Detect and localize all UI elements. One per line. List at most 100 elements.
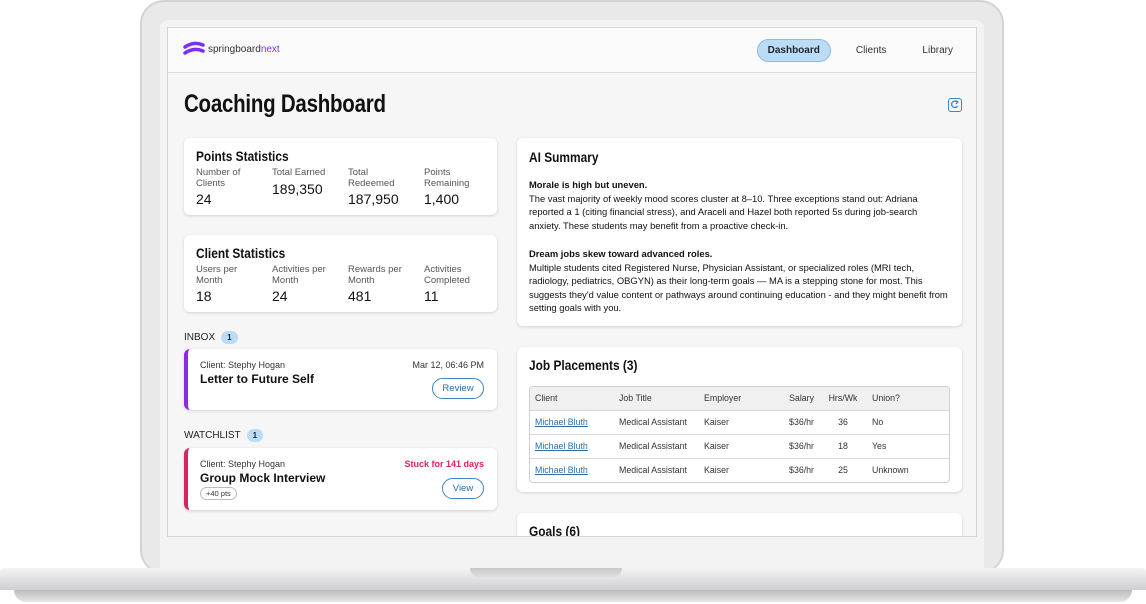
review-button[interactable]: Review bbox=[432, 378, 484, 399]
refresh-button[interactable] bbox=[948, 98, 962, 112]
stat: Rewards per Month 481 bbox=[348, 264, 424, 304]
stat: Total Redeemed 187,950 bbox=[348, 167, 424, 207]
table-cell: $36/hr bbox=[769, 457, 819, 482]
nav-item[interactable]: Dashboard bbox=[756, 39, 831, 62]
table-row: Michael Bluth Medical Assistant Kaiser $36/… bbox=[530, 409, 949, 434]
laptop-base-bottom bbox=[14, 590, 1132, 602]
stat-value: 24 bbox=[272, 288, 288, 304]
logo[interactable]: springboard next bbox=[183, 41, 280, 57]
stat-label: Total Earned bbox=[272, 167, 326, 178]
stat-label: Points Remaining bbox=[424, 167, 470, 189]
column-header: Hrs/Wk bbox=[819, 387, 867, 410]
logo-suffix: next bbox=[260, 43, 280, 55]
table-cell: Michael Bluth bbox=[530, 457, 614, 482]
table-cell: 18 bbox=[819, 433, 867, 458]
count: 1 bbox=[221, 331, 238, 344]
label: WATCHLIST bbox=[184, 430, 241, 441]
stat-label: Activities per Month bbox=[272, 264, 326, 286]
table-cell: Kaiser bbox=[699, 433, 769, 458]
stat-value: 11 bbox=[424, 288, 439, 304]
stat-label: Total Redeemed bbox=[348, 167, 395, 189]
job-placements-card: Job Placements (3) Client Job Title Employ… bbox=[517, 347, 962, 492]
points-badge: +40 pts bbox=[200, 487, 237, 500]
top-bar: springboard next Dashboard Clients Library bbox=[168, 28, 976, 73]
watchlist-item[interactable]: Client: Stephy Hogan Group Mock Intervie… bbox=[184, 448, 497, 510]
table-cell: Kaiser bbox=[699, 457, 769, 482]
laptop-base bbox=[0, 568, 1146, 590]
stat-value: 187,950 bbox=[348, 191, 399, 207]
job-table: Client Job Title Employer Salary Hrs/Wk Union… bbox=[529, 386, 950, 483]
table-cell: Medical Assistant bbox=[614, 433, 699, 458]
stat-value: 189,350 bbox=[272, 180, 323, 197]
stat: Total Earned 189,350 bbox=[272, 167, 348, 207]
stat-label: Rewards per Month bbox=[348, 264, 402, 286]
item-date: Mar 12, 06:46 PM bbox=[412, 360, 484, 370]
table-cell: $36/hr bbox=[769, 409, 819, 434]
table-row: Michael Bluth Medical Assistant Kaiser $36/… bbox=[530, 433, 949, 458]
stat: Points Remaining 1,400 bbox=[424, 167, 500, 207]
card-title: Job Placements (3) bbox=[529, 357, 638, 373]
count: 1 bbox=[246, 429, 264, 442]
stat-value: 1,400 bbox=[424, 191, 460, 207]
item-title: Group Mock Interview bbox=[200, 471, 326, 485]
table-cell: $36/hr bbox=[769, 433, 819, 458]
ai-summary-card: AI Summary Morale is high but uneven. The… bbox=[517, 138, 962, 326]
view-button[interactable]: View bbox=[442, 478, 484, 499]
stats: Users per Month 18 Activities per Month 24 R… bbox=[196, 264, 500, 304]
inbox-item[interactable]: Client: Stephy Hogan Letter to Future Se… bbox=[184, 349, 497, 410]
section-heading: Morale is high but uneven. bbox=[529, 179, 648, 190]
column-header: Job Title bbox=[614, 387, 699, 410]
table-cell: Yes bbox=[867, 433, 949, 458]
stat-value: 24 bbox=[196, 191, 212, 207]
stat-label: Activities Completed bbox=[424, 264, 470, 286]
stat: Activities per Month 24 bbox=[272, 264, 348, 304]
item-client: Client: Stephy Hogan bbox=[200, 459, 286, 469]
table-cell: Michael Bluth bbox=[530, 409, 614, 434]
nav-item[interactable]: Clients bbox=[855, 45, 887, 56]
stat-value: 481 bbox=[348, 288, 372, 304]
card-title: Goals (6) bbox=[529, 523, 580, 537]
table-cell: Michael Bluth bbox=[530, 433, 614, 458]
item-title: Letter to Future Self bbox=[200, 372, 315, 386]
stat: Users per Month 18 bbox=[196, 264, 272, 304]
logo-icon bbox=[183, 41, 205, 55]
nav-item[interactable]: Library bbox=[922, 45, 953, 56]
stat: Activities Completed 11 bbox=[424, 264, 500, 304]
column-header: Union? bbox=[867, 387, 949, 410]
table-body: Michael Bluth Medical Assistant Kaiser $36/… bbox=[530, 409, 949, 482]
watchlist-label: WATCHLIST 1 bbox=[184, 429, 264, 442]
client-card: Client Statistics Users per Month 18 Activ… bbox=[184, 235, 497, 312]
table-cell: Kaiser bbox=[699, 409, 769, 434]
card-title: Points Statistics bbox=[196, 148, 289, 164]
table: Client Job Title Employer Salary Hrs/Wk Union… bbox=[530, 387, 949, 482]
table-row: Michael Bluth Medical Assistant Kaiser $36/… bbox=[530, 457, 949, 482]
inbox-label: INBOX 1 bbox=[184, 331, 238, 344]
screen: springboard next Dashboard Clients Library … bbox=[167, 27, 977, 537]
table-cell: Medical Assistant bbox=[614, 457, 699, 482]
client-link[interactable]: Michael Bluth bbox=[535, 417, 588, 427]
page-title: Coaching Dashboard bbox=[184, 90, 386, 118]
column-header: Client bbox=[530, 387, 614, 410]
stat-value: 18 bbox=[196, 288, 212, 304]
item-status: Stuck for 141 days bbox=[404, 459, 484, 469]
section-body: The vast majority of weekly mood scores … bbox=[529, 192, 918, 231]
card-title: Client Statistics bbox=[196, 245, 286, 261]
goals-card: Goals (6) bbox=[517, 513, 962, 537]
client-link[interactable]: Michael Bluth bbox=[535, 465, 588, 476]
card-title: AI Summary bbox=[529, 149, 599, 165]
stat-label: Number of Clients bbox=[196, 167, 241, 189]
item-client: Client: Stephy Hogan bbox=[200, 360, 286, 370]
client-link[interactable]: Michael Bluth bbox=[535, 441, 588, 451]
column-header: Employer bbox=[699, 387, 769, 410]
laptop-notch bbox=[470, 568, 622, 578]
table-cell: 36 bbox=[819, 409, 867, 434]
stats: Number of Clients 24 Total Earned 189,350 To… bbox=[196, 167, 500, 207]
column-header: Salary bbox=[769, 387, 819, 410]
section-heading: Dream jobs skew toward advanced roles. bbox=[529, 248, 713, 259]
stat: Number of Clients 24 bbox=[196, 167, 272, 207]
ai-section: Morale is high but uneven. The vast major… bbox=[529, 178, 949, 232]
header-row: Client Job Title Employer Salary Hrs/Wk Union… bbox=[530, 387, 949, 410]
stat-label: Users per Month bbox=[196, 264, 238, 286]
nav: Dashboard Clients Library bbox=[756, 39, 964, 62]
